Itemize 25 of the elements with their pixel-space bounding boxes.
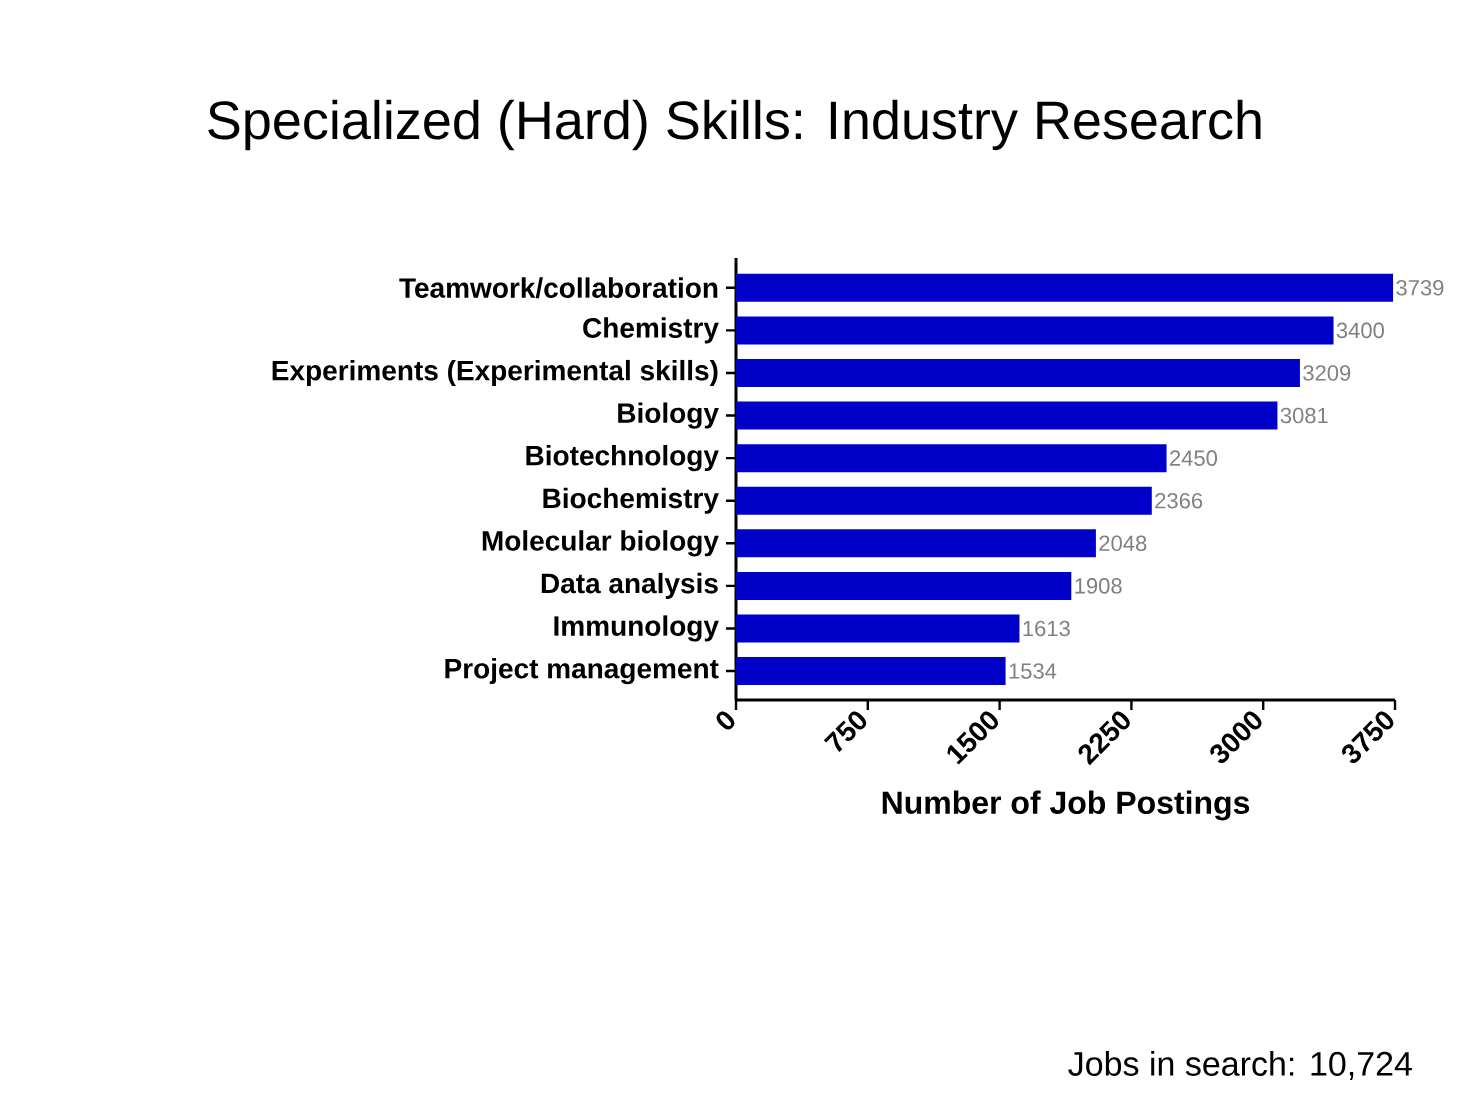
y-tick-label: Chemistry	[583, 317, 719, 344]
x-tick-label: 0	[716, 711, 735, 730]
y-tick-label: Immunology	[554, 615, 719, 642]
y-tick-label: Experiments (Experimental skills)	[272, 359, 718, 387]
data-label: 3400	[1336, 322, 1384, 339]
y-tick-label: Teamwork/collaboration	[399, 277, 718, 299]
data-label: 2450	[1170, 450, 1218, 466]
chart-title: Specialized (Hard) Skills: Industry Research	[208, 99, 1261, 151]
data-label: 1613	[1023, 620, 1070, 637]
data-label: 3209	[1303, 365, 1351, 381]
y-tick-label: Biochemistry	[543, 487, 719, 514]
text: Jobs in search: 10,724	[1068, 1050, 1412, 1080]
y-tick-label: Project management	[445, 657, 719, 685]
y-tick-label: Data analysis	[541, 572, 718, 599]
x-axis-title: Number of Job Postings	[882, 790, 1250, 821]
y-tick-label: Biotechnology	[526, 445, 719, 472]
data-label: 3081	[1280, 407, 1328, 424]
data-label: 3739	[1396, 279, 1444, 296]
y-tick-label: Molecular biology	[482, 530, 719, 557]
x-tick-label: 750	[823, 711, 867, 752]
data-label: 2366	[1155, 492, 1203, 509]
data-label: 1908	[1075, 578, 1122, 594]
data-label: 1534	[1009, 663, 1057, 679]
data-label: 2048	[1099, 535, 1147, 552]
y-tick-label: Biology	[618, 402, 719, 429]
